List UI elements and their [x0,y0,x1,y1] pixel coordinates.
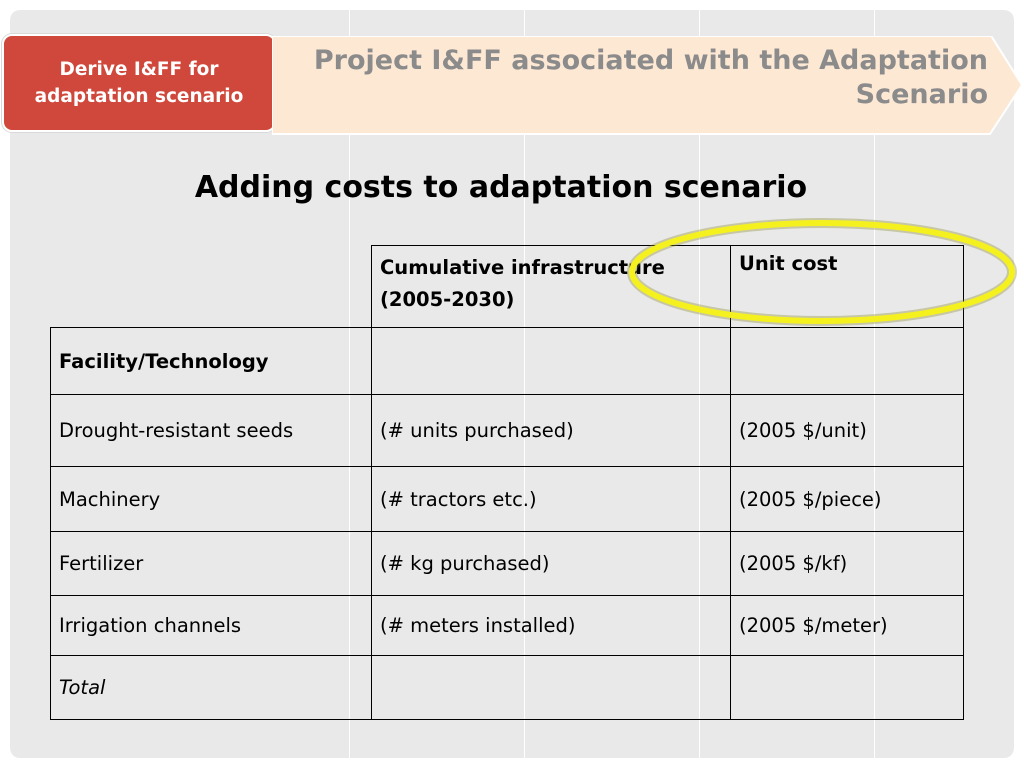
arrow-title: Project I&FF associated with the Adaptat… [313,45,988,110]
table-section-row: Facility/Technology [50,327,964,395]
quantity-cell: (# kg purchased) [371,531,731,596]
step-label: Derive I&FF for adaptation scenario [34,59,244,107]
total-label: Total [50,655,372,720]
table-cell [371,655,731,720]
table-row: Fertilizer (# kg purchased) (2005 $/kf) [50,531,964,596]
table-row: Irrigation channels (# meters installed)… [50,595,964,656]
column-header-infrastructure: Cumulative infrastructure (2005-2030) [371,245,731,328]
table-cell [730,655,964,720]
table-row: Machinery (# tractors etc.) (2005 $/piec… [50,466,964,532]
item-cell: Drought-resistant seeds [50,394,372,467]
table-row: Drought-resistant seeds (# units purchas… [50,394,964,467]
item-cell: Fertilizer [50,531,372,596]
step-label-box: Derive I&FF for adaptation scenario [2,34,276,132]
item-cell: Machinery [50,466,372,532]
column-header-unit-cost: Unit cost [730,245,964,328]
section-label: Facility/Technology [50,327,372,395]
slide-subtitle: Adding costs to adaptation scenario [194,170,808,205]
table-cell [730,327,964,395]
quantity-cell: (# units purchased) [371,394,731,467]
unit-cost-cell: (2005 $/kf) [730,531,964,596]
table-total-row: Total [50,655,964,720]
item-cell: Irrigation channels [50,595,372,656]
unit-cost-cell: (2005 $/piece) [730,466,964,532]
cost-table: Cumulative infrastructure (2005-2030) Un… [50,245,964,720]
quantity-cell: (# tractors etc.) [371,466,731,532]
process-arrow [272,36,1024,135]
table-cell [371,327,731,395]
table-header-row: Cumulative infrastructure (2005-2030) Un… [51,245,964,328]
quantity-cell: (# meters installed) [371,595,731,656]
unit-cost-cell: (2005 $/meter) [730,595,964,656]
unit-cost-cell: (2005 $/unit) [730,394,964,467]
blank-header-cell [51,246,372,328]
